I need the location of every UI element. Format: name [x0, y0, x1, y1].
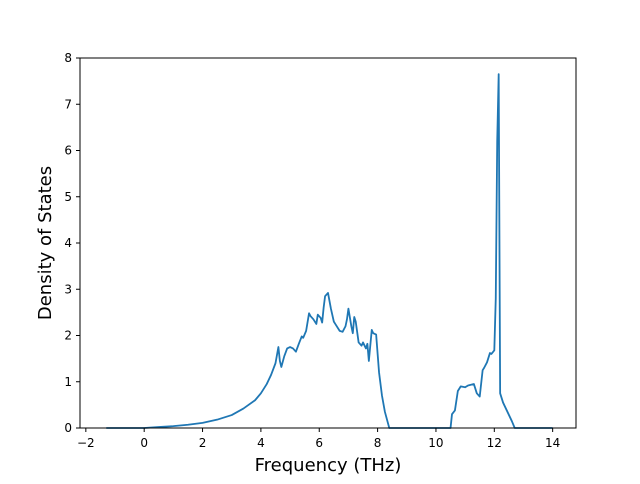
x-tick-label: 6: [315, 436, 323, 450]
x-tick-label: −2: [77, 436, 95, 450]
y-tick-label: 0: [64, 421, 72, 435]
x-tick-label: 12: [487, 436, 502, 450]
y-tick-label: 3: [64, 282, 72, 296]
y-tick-label: 5: [64, 190, 72, 204]
x-axis-label: Frequency (THz): [255, 455, 402, 476]
x-tick-label: 14: [545, 436, 560, 450]
x-axis-ticks: −2 0 2 4 6 8 10 12 14: [77, 428, 560, 450]
x-tick-label: 2: [199, 436, 207, 450]
y-tick-label: 4: [64, 236, 72, 250]
x-tick-label: 0: [140, 436, 148, 450]
y-tick-label: 1: [64, 375, 72, 389]
y-axis-label: Density of States: [35, 166, 56, 320]
x-tick-label: 10: [428, 436, 443, 450]
x-tick-label: 4: [257, 436, 265, 450]
y-tick-label: 8: [64, 51, 72, 65]
x-tick-label: 8: [374, 436, 382, 450]
y-tick-label: 6: [64, 144, 72, 158]
dos-series-line: [106, 73, 553, 429]
plot-area: [80, 58, 576, 428]
y-tick-label: 7: [64, 97, 72, 111]
series-layer: [106, 73, 553, 429]
y-axis-ticks: 0 1 2 3 4 5 6 7 8: [64, 51, 80, 435]
y-tick-label: 2: [64, 329, 72, 343]
